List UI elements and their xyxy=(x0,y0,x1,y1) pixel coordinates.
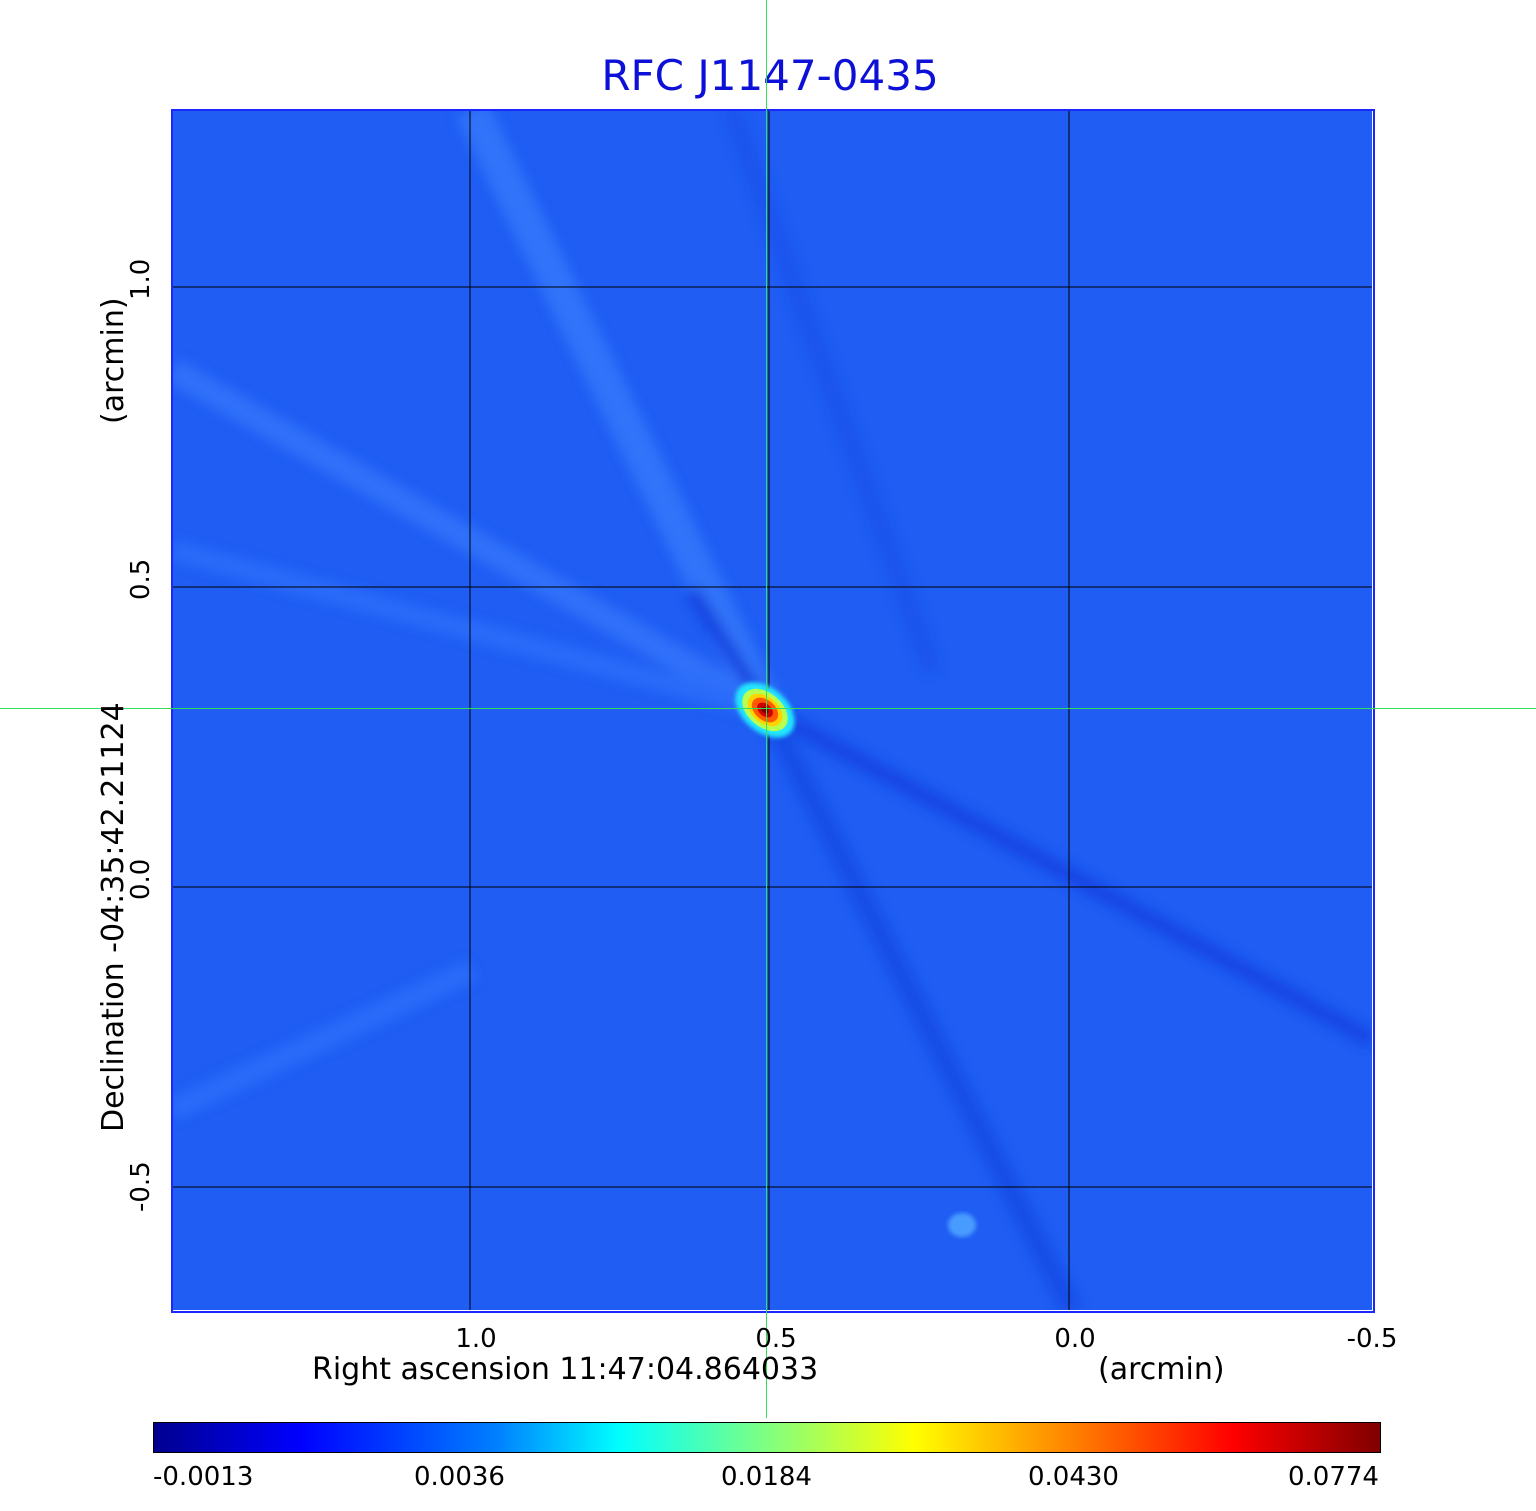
y-tick-label: -0.5 xyxy=(126,1161,156,1212)
y-tick-label: 0.5 xyxy=(126,558,156,600)
x-tick-label: 1.0 xyxy=(455,1324,497,1354)
x-tick-label: 0.5 xyxy=(755,1324,797,1354)
chart-title: RFC J1147-0435 xyxy=(601,51,939,100)
secondary-blob xyxy=(948,1213,976,1237)
colorbar-tick-label: 0.0184 xyxy=(721,1462,812,1492)
y-axis-unit: (arcmin) xyxy=(96,297,131,424)
x-tick-label: 0.0 xyxy=(1054,1324,1096,1354)
x-tick-label: -0.5 xyxy=(1346,1324,1398,1354)
coordinate-grid xyxy=(172,110,1372,1310)
y-axis-label: Declination -04:35:42.21124 xyxy=(96,702,131,1132)
colorbar-tick-label: 0.0774 xyxy=(1288,1462,1379,1492)
background-streaks xyxy=(172,110,1372,1310)
colorbar-tick-label: -0.0013 xyxy=(153,1462,254,1492)
colorbar-tick-label: 0.0430 xyxy=(1028,1462,1119,1492)
y-tick-label: 1.0 xyxy=(126,258,156,300)
colorbar-tick-label: 0.0036 xyxy=(414,1462,505,1492)
sky-image xyxy=(172,110,1372,1310)
x-axis-label: Right ascension 11:47:04.864033 xyxy=(312,1352,819,1387)
x-axis-unit: (arcmin) xyxy=(1098,1352,1225,1387)
point-source xyxy=(735,682,795,738)
image-panel[interactable] xyxy=(172,110,1372,1310)
colorbar xyxy=(153,1422,1381,1453)
